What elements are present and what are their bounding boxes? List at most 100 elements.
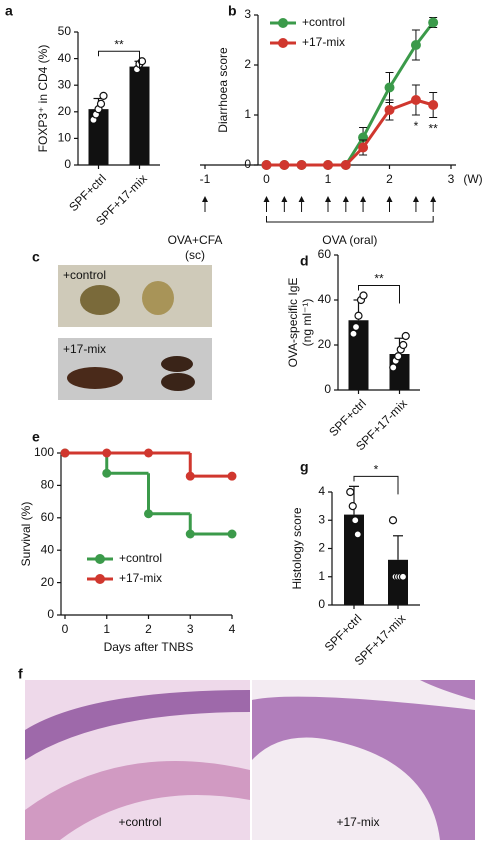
- y-axis-label: Survival (%): [19, 502, 33, 567]
- bar: [388, 559, 408, 605]
- panel-letter: g: [300, 459, 309, 475]
- data-point: [389, 363, 398, 372]
- series-line: [266, 98, 434, 167]
- data-point: [351, 322, 361, 332]
- x-tick-label: 4: [229, 622, 236, 636]
- data-point: [340, 160, 351, 170]
- data-point: [394, 352, 403, 361]
- data-point: [137, 57, 147, 66]
- dose-arrowhead: [325, 196, 331, 202]
- photo-panel-f: +control +17-mix f: [18, 666, 475, 840]
- y-tick-label: 0: [64, 157, 71, 171]
- tissue: [420, 680, 475, 700]
- panel-letter: e: [32, 429, 40, 445]
- data-point: [99, 91, 108, 100]
- panel-letter: b: [228, 3, 237, 19]
- legend-marker: [278, 38, 288, 48]
- x-tick-label: 2: [145, 622, 152, 636]
- data-point: [351, 516, 360, 525]
- y-tick-label: 30: [58, 77, 72, 91]
- x-tick-label: SPF+ctrl: [322, 611, 365, 654]
- y-tick-label: 10: [58, 131, 72, 145]
- data-point: [348, 502, 357, 511]
- data-point: [102, 448, 112, 458]
- data-point: [102, 468, 112, 478]
- panel-letter: d: [300, 253, 309, 269]
- y-tick-label: 0: [244, 157, 251, 171]
- y-tick-label: 2: [318, 541, 325, 555]
- y-tick-label: 80: [41, 478, 55, 492]
- annotation: OVA (oral): [322, 233, 377, 247]
- data-point: [399, 340, 408, 350]
- x-tick-label: 2: [386, 172, 393, 186]
- y-tick-label: 4: [318, 484, 325, 498]
- significance-bracket: [98, 50, 140, 70]
- dose-arrowhead: [412, 196, 419, 202]
- panel-letter: a: [5, 3, 13, 19]
- dose-arrowhead: [342, 196, 349, 202]
- data-point: [227, 471, 237, 481]
- photo-label: +control: [63, 268, 106, 282]
- data-point: [398, 572, 408, 581]
- y-tick-label: 40: [41, 542, 55, 556]
- y-tick-label: 3: [318, 512, 325, 526]
- data-point: [60, 448, 70, 458]
- y-axis-label: FOXP3⁺ in CD4 (%): [36, 45, 50, 153]
- data-point: [349, 329, 358, 338]
- data-point: [279, 160, 290, 170]
- x-unit: (W): [463, 172, 482, 186]
- y-tick-label: 0: [47, 607, 54, 621]
- x-tick-label: 1: [103, 622, 110, 636]
- y-tick-label: 40: [58, 51, 72, 65]
- y-tick-label: 20: [318, 337, 332, 351]
- panel-letter: c: [32, 249, 40, 265]
- x-axis-label: Days after TNBS: [104, 640, 194, 654]
- y-axis-label: Histology score: [290, 507, 304, 589]
- data-point: [410, 40, 421, 50]
- significance-label: **: [374, 272, 384, 286]
- y-axis-label: (ng ml⁻¹): [300, 299, 314, 347]
- significance-bracket: [358, 285, 400, 304]
- x-tick-label: 3: [448, 172, 455, 186]
- y-tick-label: 100: [34, 445, 54, 459]
- data-point: [144, 448, 153, 458]
- significance-bracket: [353, 475, 399, 495]
- legend-label: +control: [119, 551, 162, 565]
- y-axis-label: Diarrhoea score: [216, 47, 230, 133]
- y-tick-label: 2: [244, 57, 251, 71]
- legend-marker: [95, 554, 105, 564]
- legend-marker: [95, 574, 105, 584]
- stool: [80, 285, 120, 315]
- data-point: [358, 142, 369, 153]
- data-point: [388, 516, 398, 525]
- x-tick-label: 1: [325, 172, 332, 186]
- data-point: [323, 160, 333, 170]
- data-point: [144, 509, 153, 519]
- significance-label: *: [374, 463, 379, 477]
- data-point: [359, 291, 368, 300]
- data-point: [346, 487, 355, 497]
- y-tick-label: 3: [244, 7, 251, 21]
- data-label: **: [428, 122, 438, 136]
- data-point: [353, 530, 362, 539]
- x-tick-label: 3: [187, 622, 194, 636]
- data-point: [428, 17, 439, 28]
- legend-label: +17-mix: [302, 35, 345, 49]
- x-tick-label: -1: [200, 172, 211, 186]
- dose-arrowhead: [298, 196, 305, 202]
- bar: [129, 66, 150, 165]
- data-point: [185, 471, 195, 481]
- dose-arrowhead: [281, 196, 288, 202]
- data-point: [384, 82, 395, 93]
- legend-label: +17-mix: [119, 571, 162, 585]
- data-point: [428, 100, 439, 110]
- x-tick-label: 0: [62, 622, 69, 636]
- data-point: [296, 160, 307, 170]
- y-tick-label: 20: [41, 575, 55, 589]
- legend-marker: [278, 18, 288, 28]
- tissue: [252, 696, 475, 840]
- photo-panel-c: +control +17-mix c: [32, 249, 212, 400]
- stool: [142, 281, 174, 315]
